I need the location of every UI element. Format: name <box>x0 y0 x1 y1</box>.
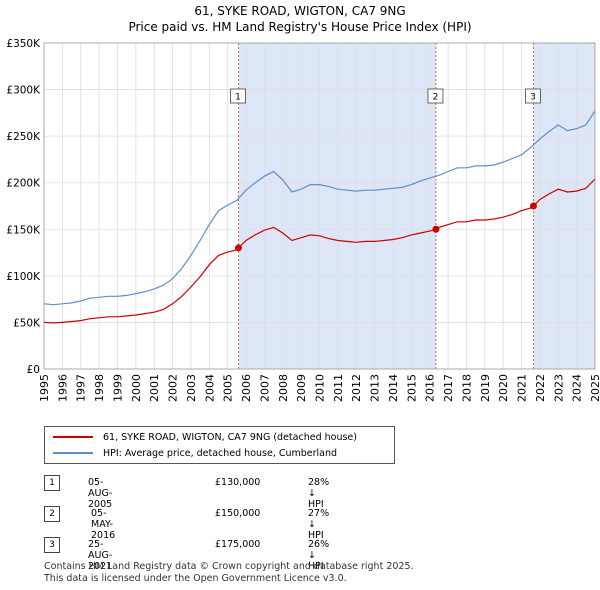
shaded-range-2 <box>533 43 595 369</box>
sale-price: £130,000 <box>215 477 261 488</box>
sale-date: 05-AUG-2005 <box>88 477 113 510</box>
legend-swatch-price-paid <box>53 436 93 438</box>
sale-label-1: 1 <box>235 93 241 103</box>
sale-number-badge: 3 <box>44 537 60 553</box>
hpi-series-line <box>43 110 596 306</box>
x-tick-label: 1999 <box>111 374 124 402</box>
sale-point-2 <box>432 225 440 233</box>
x-tick-label: 2023 <box>552 374 565 402</box>
legend-label-price-paid: 61, SYKE ROAD, WIGTON, CA7 9NG (detached… <box>103 431 357 443</box>
legend: 61, SYKE ROAD, WIGTON, CA7 9NG (detached… <box>44 426 395 464</box>
x-tick-label: 2020 <box>497 374 510 402</box>
x-tick-label: 1996 <box>56 374 69 402</box>
x-tick-label: 2016 <box>424 374 437 402</box>
sale-date: 05-MAY-2016 <box>91 508 116 541</box>
footer-copyright: Contains HM Land Registry data © Crown c… <box>44 561 414 572</box>
price-paid-series-line <box>43 178 596 324</box>
x-tick-label: 2000 <box>130 374 143 402</box>
legend-swatch-hpi <box>53 452 93 454</box>
legend-item-hpi: HPI: Average price, detached house, Cumb… <box>53 446 337 460</box>
x-tick-label: 2014 <box>387 374 400 402</box>
sale-price: £175,000 <box>215 539 261 550</box>
sale-point-3 <box>529 202 537 210</box>
x-tick-label: 1995 <box>38 374 51 402</box>
x-tick-label: 2006 <box>240 374 253 402</box>
y-tick-label: £100K <box>6 271 41 283</box>
sale-label-box-2 <box>427 88 444 104</box>
x-tick-label: 2002 <box>167 374 180 402</box>
x-tick-label: 2005 <box>222 374 235 402</box>
sale-label-2: 2 <box>433 93 439 103</box>
x-tick-label: 2025 <box>589 374 600 402</box>
x-tick-label: 2011 <box>332 374 345 402</box>
sale-number-badge: 2 <box>44 506 60 522</box>
x-tick-label: 2010 <box>314 374 327 402</box>
sale-label-box-1 <box>230 88 246 104</box>
y-tick-label: £300K <box>6 85 41 97</box>
x-tick-label: 2018 <box>460 374 473 402</box>
chart-area: £0 £50K £100K £150K £200K £250K £300K £350K 199… <box>6 38 600 402</box>
sale-number-badge: 1 <box>44 475 60 491</box>
footer-licence: This data is licensed under the Open Gov… <box>44 573 347 584</box>
x-tick-label: 2003 <box>185 374 198 402</box>
x-tick-label: 2015 <box>405 374 418 402</box>
sale-hpi-diff: 28% ↓ HPI <box>308 477 330 510</box>
x-tick-label: 2021 <box>516 374 529 402</box>
x-tick-label: 2007 <box>258 374 271 402</box>
y-tick-label: £350K <box>6 38 41 50</box>
x-tick-label: 2008 <box>277 374 290 402</box>
y-tick-label: £250K <box>6 131 41 143</box>
sale-date: 25-AUG-2021 <box>88 539 113 572</box>
sale-label-box-3 <box>525 88 541 104</box>
y-tick-label: £50K <box>13 317 41 329</box>
x-tick-label: 2022 <box>534 374 547 402</box>
x-tick-label: 2013 <box>369 374 382 402</box>
shaded-range-1 <box>238 43 436 369</box>
x-tick-label: 2024 <box>571 374 584 402</box>
y-tick-label: £0 <box>27 364 40 376</box>
sale-price: £150,000 <box>215 508 261 519</box>
legend-item-price-paid: 61, SYKE ROAD, WIGTON, CA7 9NG (detached… <box>53 430 357 444</box>
x-tick-label: 1998 <box>93 374 106 402</box>
x-tick-label: 2012 <box>350 374 363 402</box>
sale-hpi-diff: 27% ↓ HPI <box>308 508 330 541</box>
x-tick-label: 2019 <box>479 374 492 402</box>
plot-frame <box>43 42 596 370</box>
x-tick-label: 2004 <box>203 374 216 402</box>
x-tick-label: 2001 <box>148 374 161 402</box>
chart-subtitle: Price paid vs. HM Land Registry's House … <box>128 20 472 34</box>
sale-label-3: 3 <box>530 93 536 103</box>
sale-point-1 <box>235 244 243 252</box>
y-tick-label: £200K <box>6 178 41 190</box>
x-tick-label: 1997 <box>75 374 88 402</box>
x-tick-label: 2017 <box>442 374 455 402</box>
chart-title: 61, SYKE ROAD, WIGTON, CA7 9NG <box>194 4 406 18</box>
x-tick-label: 2009 <box>295 374 308 402</box>
sale-hpi-diff: 26% ↓ HPI <box>308 539 330 572</box>
y-tick-label: £150K <box>6 224 41 236</box>
footer: Contains HM Land Registry data © Crown c… <box>44 561 414 585</box>
legend-label-hpi: HPI: Average price, detached house, Cumb… <box>103 447 338 459</box>
